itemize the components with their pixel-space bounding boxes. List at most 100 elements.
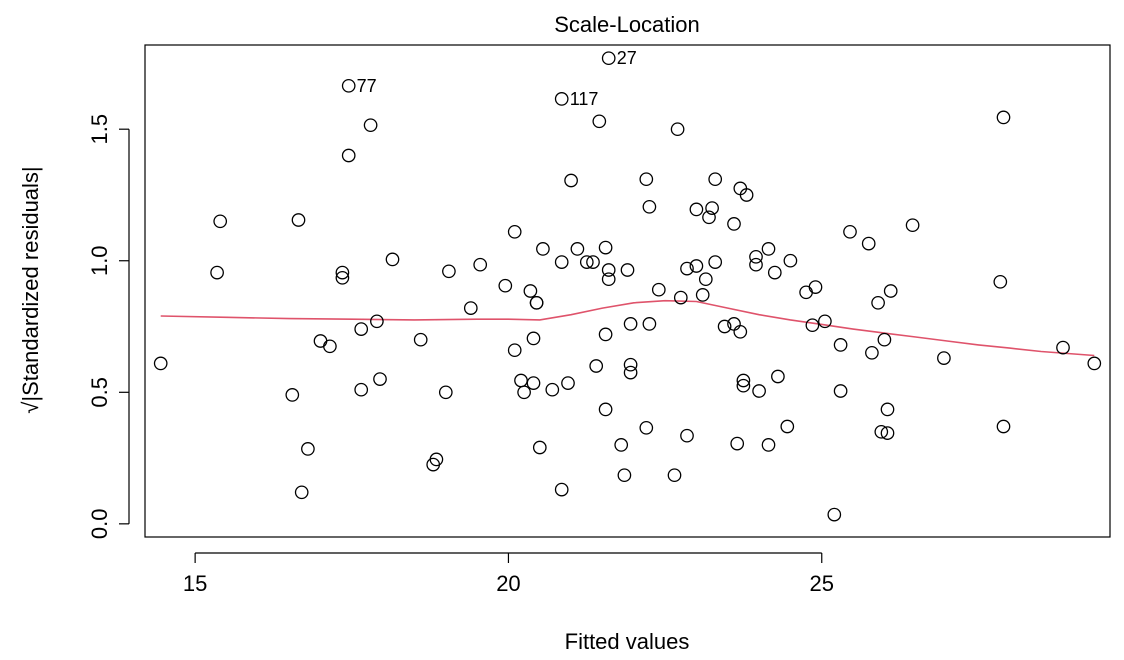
data-point xyxy=(442,264,456,279)
data-point xyxy=(761,242,776,256)
data-point xyxy=(833,338,848,352)
y-tick-label: 1.0 xyxy=(87,245,112,276)
data-point xyxy=(601,51,616,66)
data-point xyxy=(639,172,654,187)
data-point xyxy=(673,290,688,305)
data-point xyxy=(532,440,547,455)
chart-title: Scale-Location xyxy=(554,12,700,37)
data-point xyxy=(463,301,478,315)
y-tick-label: 1.5 xyxy=(87,114,112,145)
data-point xyxy=(514,373,528,388)
data-point xyxy=(808,280,823,294)
data-point xyxy=(670,122,685,137)
data-point xyxy=(827,507,842,522)
point-label: 117 xyxy=(570,89,599,109)
data-point xyxy=(341,148,356,163)
data-point xyxy=(871,295,885,310)
data-point xyxy=(623,357,638,372)
data-point xyxy=(598,240,613,255)
data-point xyxy=(749,249,763,264)
data-point xyxy=(651,282,666,297)
data-point xyxy=(601,272,616,287)
y-axis: 0.0 0.5 1.0 1.5 xyxy=(87,114,130,539)
data-point xyxy=(335,270,350,285)
data-point xyxy=(598,402,613,417)
data-point xyxy=(341,78,356,93)
data-point xyxy=(561,376,575,390)
data-point xyxy=(767,265,782,280)
data-point xyxy=(153,356,168,371)
data-point xyxy=(592,114,607,129)
data-point xyxy=(570,242,585,256)
data-point xyxy=(761,438,776,452)
data-point xyxy=(730,436,745,451)
data-point xyxy=(554,92,569,106)
data-point xyxy=(937,351,951,365)
data-point xyxy=(473,257,488,272)
data-point xyxy=(429,452,444,467)
data-point xyxy=(323,339,337,354)
data-point xyxy=(689,202,704,217)
data-point xyxy=(498,278,513,293)
y-axis-label: √|Standardized residuals| xyxy=(18,166,43,413)
data-point xyxy=(213,214,228,229)
data-point xyxy=(413,332,428,347)
data-point xyxy=(695,288,710,302)
data-point xyxy=(370,314,384,329)
data-point xyxy=(301,442,315,456)
data-point xyxy=(996,419,1011,434)
x-tick-label: 15 xyxy=(183,571,207,596)
data-point xyxy=(623,365,638,380)
data-point xyxy=(291,213,306,227)
data-point xyxy=(313,334,328,348)
data-point xyxy=(545,382,560,397)
data-point xyxy=(507,224,522,239)
data-point xyxy=(727,217,741,231)
data-point xyxy=(736,373,751,388)
data-point xyxy=(689,259,704,273)
data-point xyxy=(373,372,387,386)
data-point xyxy=(438,385,453,400)
data-point xyxy=(579,255,594,269)
data-point xyxy=(680,428,694,443)
data-point xyxy=(843,224,857,239)
data-points-layer xyxy=(153,51,1102,522)
x-tick-label: 20 xyxy=(496,571,520,596)
data-point xyxy=(554,482,569,497)
data-point xyxy=(865,345,879,360)
data-point xyxy=(598,327,613,342)
data-point xyxy=(705,201,719,215)
data-point xyxy=(993,274,1008,289)
data-point xyxy=(799,285,813,300)
data-point xyxy=(614,438,629,452)
data-point xyxy=(861,236,876,251)
data-point xyxy=(554,255,569,269)
data-point xyxy=(733,324,748,339)
data-point xyxy=(771,369,785,384)
data-point xyxy=(623,317,638,331)
data-point xyxy=(1087,356,1102,371)
smooth-line xyxy=(160,299,1095,357)
data-point xyxy=(642,199,657,214)
data-point xyxy=(708,172,723,187)
data-point xyxy=(620,263,635,277)
data-point xyxy=(285,388,300,402)
data-point xyxy=(905,218,920,233)
data-point xyxy=(363,118,378,133)
data-point xyxy=(708,255,723,269)
data-point xyxy=(210,265,224,280)
data-point xyxy=(617,468,632,483)
data-point xyxy=(880,426,895,440)
data-point xyxy=(335,265,350,280)
y-tick-label: 0.5 xyxy=(87,377,112,408)
data-point xyxy=(780,419,795,434)
data-point xyxy=(680,261,694,276)
x-tick-label: 25 xyxy=(810,571,834,596)
data-point xyxy=(523,284,538,298)
data-point xyxy=(805,318,820,333)
x-axis-label: Fitted values xyxy=(565,629,690,654)
data-point xyxy=(698,272,713,287)
data-point xyxy=(294,485,309,500)
data-point xyxy=(874,424,889,439)
